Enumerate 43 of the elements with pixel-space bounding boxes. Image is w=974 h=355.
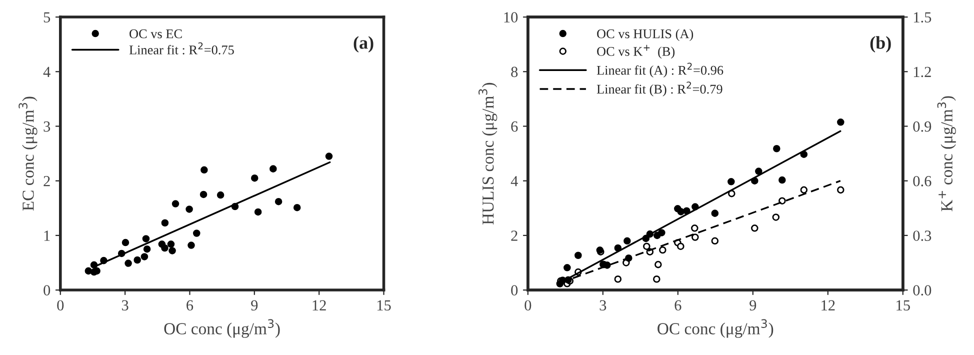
y2-axis-title: K$^{+}$ conc (μg/m$^{3}$) xyxy=(937,96,956,212)
y-tick-label: 6 xyxy=(511,121,518,132)
y-tick-label: 8 xyxy=(511,66,518,78)
legend-label: Linear fit : R$^{2}$=0.75 xyxy=(129,42,234,54)
y2-tick-label: 0.0 xyxy=(913,285,932,296)
x-tick-label: 12 xyxy=(312,300,326,310)
legend-label: OC vs K$^{+}$ (B) xyxy=(597,44,675,59)
x-axis-title: OC conc (μg/m$^{3}$) xyxy=(658,319,774,338)
y2-tick-label: 1.2 xyxy=(914,66,931,78)
x-tick-label: 6 xyxy=(186,300,194,311)
x-tick-label: 9 xyxy=(251,300,258,311)
annotation: (b) xyxy=(870,36,891,53)
x-tick-label: 9 xyxy=(750,300,756,311)
x-tick-label: 6 xyxy=(674,300,682,311)
y-tick-label: 0 xyxy=(511,285,518,296)
annotation: (a) xyxy=(354,36,374,53)
y2-tick-label: 0.9 xyxy=(913,121,932,132)
y-tick-label: 1 xyxy=(44,230,50,241)
y2-tick-label: 0.3 xyxy=(913,230,932,241)
y-tick-label: 4 xyxy=(43,66,50,77)
y-tick-label: 2 xyxy=(44,176,50,186)
y-tick-label: 10 xyxy=(504,12,518,22)
y-tick-label: 2 xyxy=(511,230,518,241)
legend-label: Linear fit (B) : R$^{2}$=0.79 xyxy=(596,82,722,96)
x-tick-label: 12 xyxy=(822,300,835,310)
x-tick-label: 3 xyxy=(600,300,606,311)
y-axis-title: HULIS conc (μg/m$^{3}$) xyxy=(478,82,498,225)
x-tick-label: 0 xyxy=(524,300,532,311)
y2-tick-label: 1.5 xyxy=(914,12,932,23)
y-tick-label: 0 xyxy=(44,285,50,296)
y-axis-title: EC conc (μg/m$^{3}$) xyxy=(18,96,38,211)
y2-tick-label: 0.6 xyxy=(913,176,932,186)
x-tick-label: 15 xyxy=(377,300,391,311)
x-tick-label: 3 xyxy=(122,300,128,311)
legend-label: OC vs HULIS (A) xyxy=(597,28,694,41)
y-tick-label: 4 xyxy=(510,176,518,186)
x-tick-label: 15 xyxy=(896,300,910,311)
legend-label: Linear fit (A) : R$^{2}$=0.96 xyxy=(596,62,724,78)
x-tick-label: 0 xyxy=(57,300,64,311)
legend-label: OC vs EC xyxy=(130,29,182,38)
y-tick-label: 5 xyxy=(44,12,50,22)
x-axis-title: OC conc (μg/m$^{3}$) xyxy=(164,319,280,338)
y-tick-label: 3 xyxy=(44,121,50,132)
